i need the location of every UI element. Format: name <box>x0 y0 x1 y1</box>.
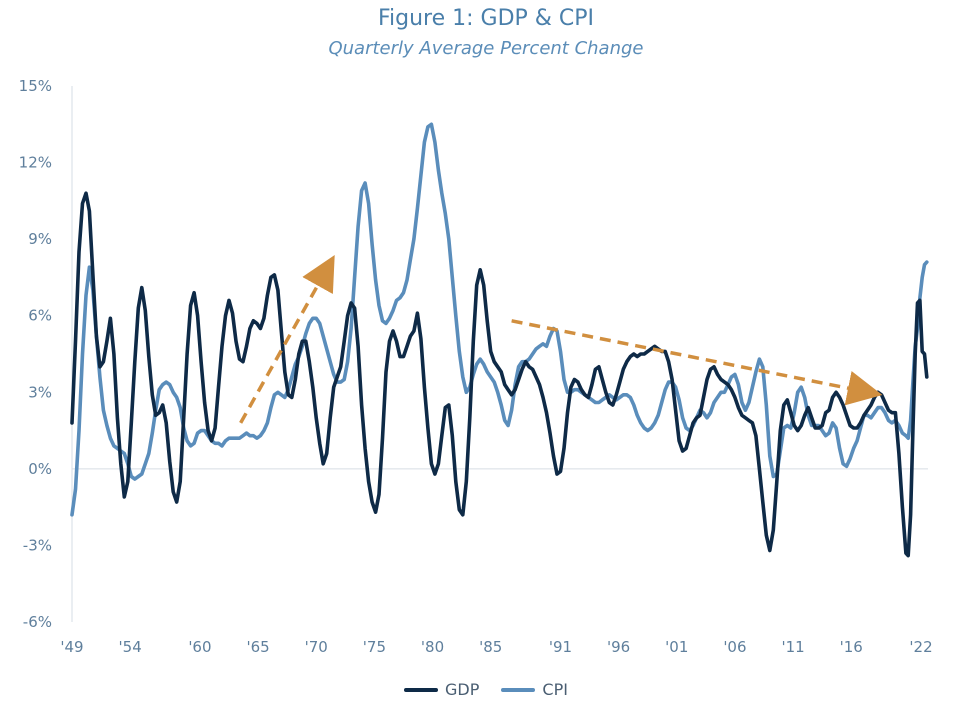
y-tick-label: 15% <box>19 77 52 95</box>
y-tick-label: -3% <box>23 536 52 554</box>
series-line-gdp <box>70 191 929 558</box>
y-tick-label: 6% <box>28 307 52 325</box>
x-tick-label: '11 <box>781 638 804 656</box>
x-tick-label: '85 <box>479 638 502 656</box>
y-tick-label: 3% <box>28 383 52 401</box>
series-layer <box>70 122 929 558</box>
x-tick-label: '65 <box>246 638 269 656</box>
legend-item-cpi: CPI <box>501 680 568 699</box>
x-tick-label: '91 <box>549 638 572 656</box>
legend-label-gdp: GDP <box>445 680 480 699</box>
legend: GDP CPI <box>0 680 972 699</box>
trend-arrow-2 <box>511 319 883 406</box>
x-tick-label: '70 <box>305 638 328 656</box>
y-tick-label: 9% <box>28 230 52 248</box>
legend-swatch-cpi <box>501 687 536 692</box>
trend-arrow-1 <box>239 255 335 424</box>
x-tick-label: '54 <box>119 638 142 656</box>
x-tick-label: '22 <box>909 638 932 656</box>
x-tick-label: '06 <box>723 638 746 656</box>
y-tick-label: -6% <box>23 613 52 631</box>
series-line-cpi <box>70 122 929 517</box>
legend-item-gdp: GDP <box>404 680 479 699</box>
legend-swatch-gdp <box>404 687 439 692</box>
legend-label-cpi: CPI <box>542 680 568 699</box>
x-tick-label: '75 <box>363 638 386 656</box>
chart-subtitle: Quarterly Average Percent Change <box>328 38 644 59</box>
y-tick-label: 0% <box>28 460 52 478</box>
x-tick-label: '60 <box>188 638 211 656</box>
axes: 15% 12% 9% 6% 3% 0% -3% -6% '49 '54 '60 '65 '70 '75 '8… <box>19 77 933 656</box>
x-tick-label: '16 <box>840 638 863 656</box>
chart-title: Figure 1: GDP & CPI <box>377 6 595 31</box>
x-tick-label: '80 <box>421 638 444 656</box>
x-tick-label: '49 <box>60 638 83 656</box>
y-tick-label: 12% <box>19 154 52 172</box>
x-tick-label: '96 <box>607 638 630 656</box>
annotation-layer <box>239 255 883 424</box>
x-tick-label: '01 <box>665 638 688 656</box>
